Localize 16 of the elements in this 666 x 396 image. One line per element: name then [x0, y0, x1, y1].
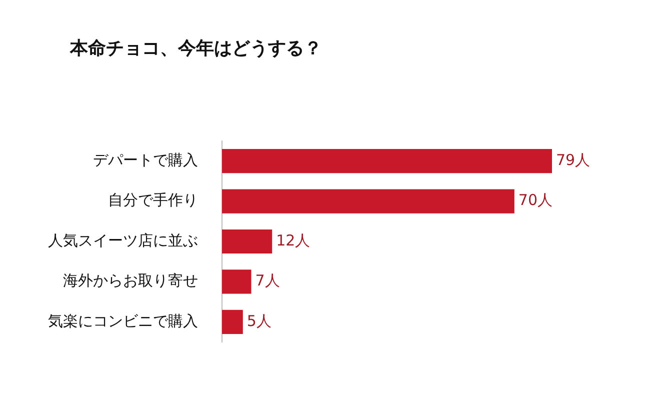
bar — [222, 189, 514, 214]
data-label: 12人 — [276, 231, 310, 250]
y-tick-label: 自分で手作り — [108, 191, 198, 210]
bar — [222, 310, 243, 334]
bar — [222, 270, 252, 294]
y-tick-label: 人気スイーツ店に並ぶ — [48, 231, 198, 250]
data-label: 5人 — [246, 312, 272, 330]
y-tick-label: デパートで購入 — [93, 150, 198, 169]
chart-title: 本命チョコ、今年はどうする？ — [70, 37, 322, 60]
bar — [222, 229, 272, 254]
data-label: 79人 — [556, 150, 590, 169]
y-tick-label: 気楽にコンビニで購入 — [48, 312, 198, 330]
y-tick-label: 海外からお取り寄せ — [63, 272, 198, 290]
data-label: 7人 — [255, 272, 280, 290]
bar — [222, 149, 552, 174]
data-label: 70人 — [518, 191, 552, 210]
